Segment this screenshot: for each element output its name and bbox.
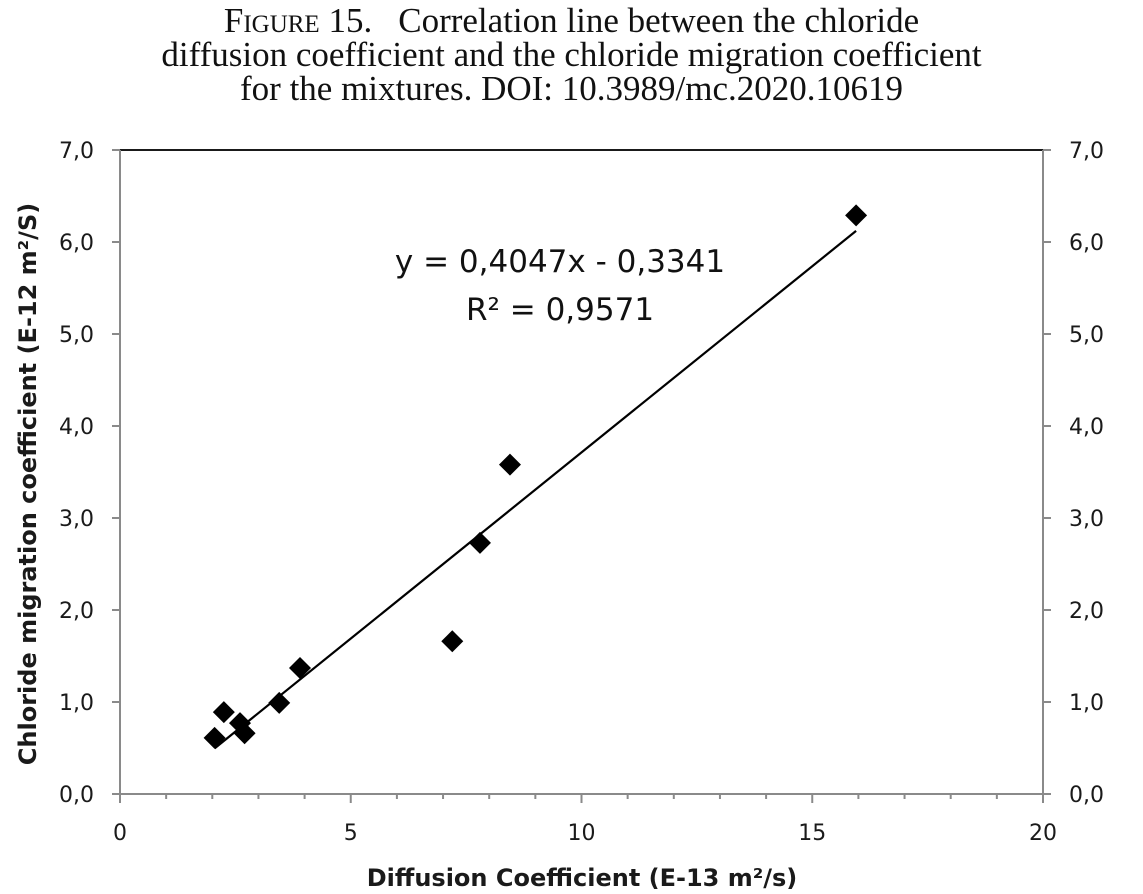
x-tick-label: 5	[344, 821, 358, 846]
y2-tick-label: 5,0	[1069, 323, 1104, 348]
data-points-group	[203, 204, 868, 749]
figure-caption: Figure 15. Correlation line between the c…	[0, 1, 1143, 108]
trendline-r-squared: R² = 0,9571	[466, 292, 654, 328]
y-tick-label: 6,0	[59, 231, 94, 256]
caption-line-1: Figure 15. Correlation line between the c…	[0, 1, 1143, 40]
y2-tick-label: 4,0	[1069, 415, 1104, 440]
y2-tick-label: 3,0	[1069, 507, 1104, 532]
data-point	[441, 630, 464, 653]
y2-tick-label: 6,0	[1069, 231, 1104, 256]
x-tick-label: 0	[113, 821, 127, 846]
trendline	[213, 230, 857, 750]
trendline-group	[213, 230, 857, 750]
y-tick-label: 7,0	[59, 139, 94, 164]
y-tick-label: 3,0	[59, 507, 94, 532]
y-axis-title: Chloride migration coefficient (E-12 m²/…	[14, 203, 42, 765]
y-tick-label: 5,0	[59, 323, 94, 348]
data-point	[203, 726, 226, 749]
data-point	[268, 691, 291, 714]
data-point	[233, 722, 256, 745]
y-tick-label: 1,0	[59, 691, 94, 716]
y2-tick-label: 2,0	[1069, 599, 1104, 624]
chart-axes: 0,0 1,0 2,0 3,0 4,0 5,0 6,0 7,0 0,0 1,0 2,0 3,0 4,0 5…	[59, 139, 1104, 846]
data-point	[498, 453, 521, 476]
data-point	[845, 204, 868, 227]
caption-line-3: for the mixtures. DOI: 10.3989/mc.2020.1…	[240, 69, 903, 108]
data-point	[212, 701, 235, 724]
figure-label: Figure 15.	[223, 1, 373, 40]
y-tick-label: 2,0	[59, 599, 94, 624]
x-tick-label: 10	[568, 821, 596, 846]
y2-tick-label: 0,0	[1069, 783, 1104, 808]
x-axis-title: Diffusion Coefficient (E-13 m²/s)	[367, 864, 798, 892]
caption-text-1: Correlation line between the chloride	[398, 1, 920, 40]
caption-line-2: diffusion coefficient and the chloride m…	[161, 35, 982, 74]
y-tick-label: 0,0	[59, 783, 94, 808]
x-tick-label: 15	[798, 821, 826, 846]
trendline-equation: y = 0,4047x - 0,3341	[395, 244, 725, 280]
data-point	[288, 656, 311, 679]
data-point	[468, 531, 491, 554]
y2-tick-label: 1,0	[1069, 691, 1104, 716]
x-tick-label: 20	[1029, 821, 1057, 846]
y-tick-label: 4,0	[59, 415, 94, 440]
y2-tick-label: 7,0	[1069, 139, 1104, 164]
